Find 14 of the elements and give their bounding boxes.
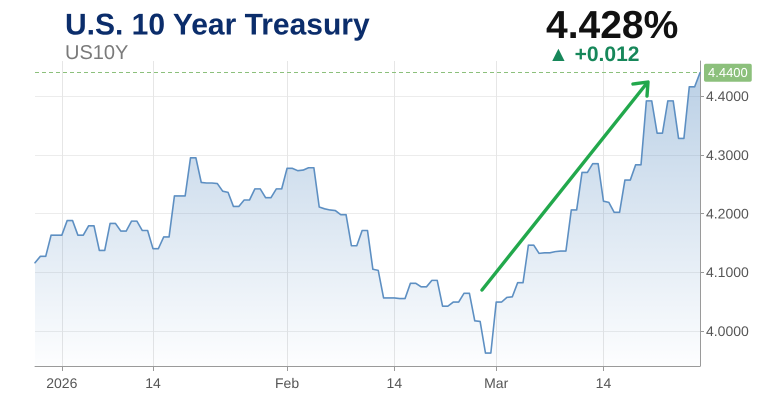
x-tick-label: 2026: [46, 375, 78, 391]
y-tick-label: 4.0000: [706, 322, 750, 339]
x-tick-label: 14: [145, 375, 161, 391]
y-tick-label: 4.1000: [706, 264, 750, 280]
ref-line-label: 4.4400: [708, 65, 748, 80]
y-tick-label: 4.4000: [706, 88, 750, 104]
x-tick-label: Mar: [484, 375, 509, 391]
y-tick-label: 4.3000: [706, 146, 750, 163]
y-tick-label: 4.2000: [706, 206, 750, 222]
chart-subtitle: US10Y: [65, 42, 128, 64]
x-tick-label: Feb: [274, 375, 300, 391]
x-tick-label: 14: [386, 375, 402, 391]
chart-title: U.S. 10 Year Treasury: [65, 8, 370, 42]
x-tick-label: 14: [596, 375, 612, 391]
